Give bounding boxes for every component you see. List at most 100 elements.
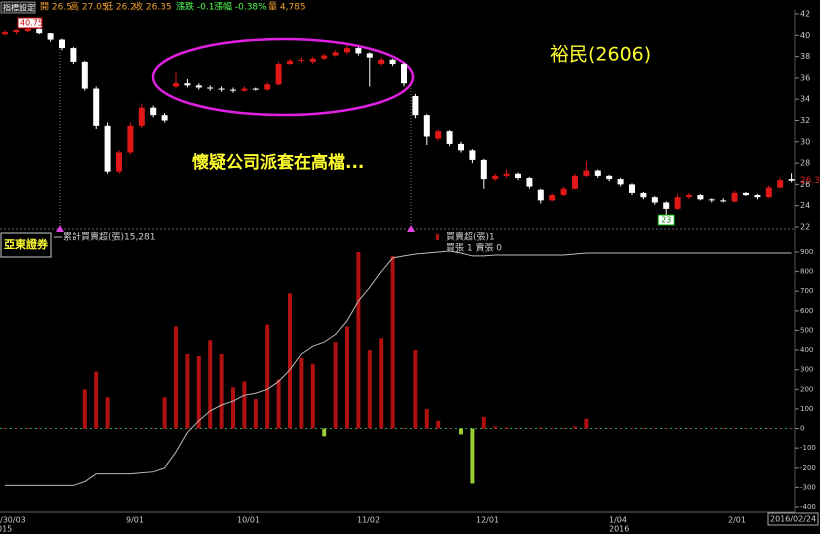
y-tick-label: 38 — [800, 52, 810, 61]
candle-body — [195, 85, 202, 88]
y-tick-label: 32 — [800, 116, 810, 125]
candle-body — [104, 125, 111, 172]
y-tick-label: 900 — [800, 248, 813, 256]
candle-body — [492, 175, 499, 180]
net-bar — [276, 379, 281, 429]
x-tick-label: 12/01 — [476, 516, 499, 525]
net-bar — [139, 428, 144, 430]
candle-body — [275, 64, 282, 85]
candle-body — [207, 87, 214, 89]
net-bar — [185, 354, 190, 429]
net-bar — [242, 381, 247, 429]
candle-body — [549, 195, 556, 201]
net-bar — [766, 428, 771, 430]
candle-body — [344, 48, 350, 53]
y-tick-label: 28 — [800, 159, 810, 168]
y-tick-label: -300 — [800, 483, 816, 491]
net-bar — [48, 428, 53, 430]
net-bar — [698, 428, 703, 430]
close: 收 26.35 — [134, 1, 172, 13]
candle-body — [515, 173, 521, 179]
net-bar — [367, 350, 372, 429]
stock-title: 裕民(2606) — [550, 44, 651, 66]
broker: 亞東證券 — [4, 237, 49, 251]
net-bar — [310, 363, 315, 429]
candle-body — [526, 178, 533, 187]
candle-body — [435, 131, 442, 139]
net-bar — [481, 416, 486, 429]
net-bar — [117, 428, 121, 430]
candle-body — [36, 28, 43, 34]
y-tick-label: 500 — [800, 326, 813, 334]
y-tick-label: 26 — [800, 180, 810, 189]
x-tick-label: 1/04 — [609, 516, 627, 525]
net-bar — [789, 428, 794, 429]
candle-body — [332, 52, 339, 56]
net-bar — [345, 326, 349, 429]
candle-body — [663, 202, 670, 209]
date-box-label: 2016/02/24 — [770, 515, 816, 524]
legend-bar: 買賣超(張)1 — [446, 231, 495, 243]
candle-body — [629, 184, 635, 193]
net-bar — [561, 428, 566, 430]
candle-body — [777, 180, 784, 188]
candle-body — [252, 88, 259, 90]
candle-body — [184, 83, 191, 86]
high: 高 27.05 — [70, 1, 108, 13]
net-bar — [424, 408, 429, 429]
candle-body — [674, 197, 681, 209]
net-bar — [652, 428, 657, 430]
candle-body — [480, 159, 487, 180]
net-bar — [470, 428, 475, 484]
y-tick-label: 42 — [800, 10, 810, 19]
x-tick-label: 10/01 — [237, 516, 260, 525]
net-bar — [538, 427, 543, 429]
net-bar — [618, 428, 623, 430]
candle-body — [13, 29, 20, 33]
candle-body — [173, 83, 179, 87]
candle-body — [560, 188, 567, 196]
y-tick-label: 36 — [800, 73, 810, 82]
candle-body — [127, 125, 134, 153]
y-tick-label: 40 — [800, 31, 810, 40]
net-bar — [744, 428, 748, 430]
y-tick-label: 0 — [800, 425, 804, 433]
net-bar — [231, 387, 235, 429]
x-year: 2016 — [609, 525, 629, 534]
y-tick-label: 30 — [800, 137, 810, 146]
candle-body — [503, 173, 510, 176]
candle-body — [309, 58, 316, 62]
net-bar — [299, 357, 304, 429]
net-bar — [25, 428, 30, 430]
x-tick-label: /30/03 — [0, 516, 26, 525]
candle-body — [583, 170, 590, 176]
net-bar — [379, 338, 384, 429]
y-tick-label: 800 — [800, 268, 813, 276]
setting-button-label[interactable]: 指標設定 — [3, 3, 35, 13]
candle-body — [651, 197, 658, 203]
candle-body — [423, 115, 430, 137]
setting-button[interactable] — [0, 1, 36, 14]
high-label: 40.75 — [20, 19, 43, 28]
net-bar — [265, 324, 270, 429]
open: 開 26.5 — [40, 2, 72, 13]
net-bar — [60, 428, 64, 430]
y-tick-label: 600 — [800, 307, 813, 315]
y-tick-label: -400 — [800, 503, 816, 511]
candle-body — [743, 192, 749, 196]
candle-body — [264, 84, 271, 90]
net-bar — [71, 428, 76, 430]
net-bar — [732, 428, 737, 430]
highlight-ellipse — [151, 37, 415, 117]
x-tick-label: 2/01 — [728, 516, 746, 525]
net-bar — [641, 428, 646, 430]
net-bar — [595, 428, 600, 430]
pct: 漲幅 -0.38% — [214, 1, 267, 13]
net-bar — [709, 428, 714, 430]
candle-body — [138, 107, 145, 126]
candle-body — [378, 59, 385, 65]
net-bar — [584, 418, 589, 429]
annotation: 懷疑公司派套在高檔... — [192, 152, 364, 173]
net-bar — [527, 428, 532, 430]
